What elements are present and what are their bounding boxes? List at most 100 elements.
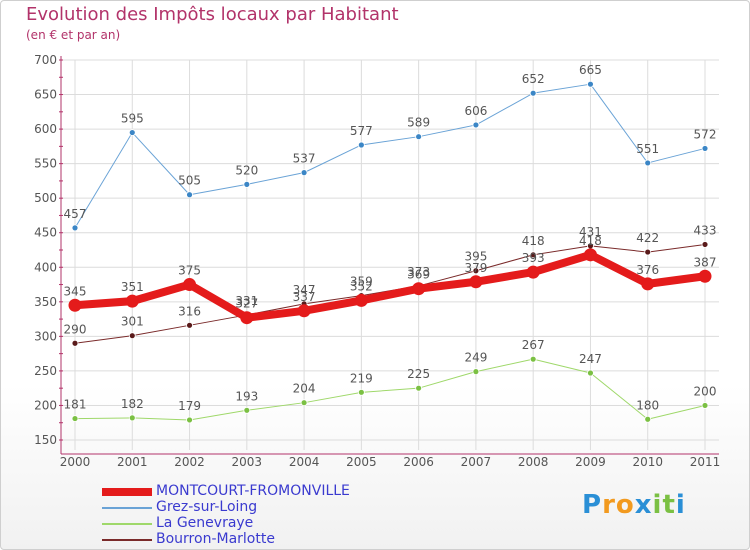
data-point — [529, 251, 537, 259]
data-point — [587, 80, 594, 88]
data-label: 225 — [407, 367, 430, 381]
data-label: 337 — [293, 290, 316, 304]
data-label: 505 — [178, 174, 201, 188]
data-point — [472, 368, 480, 376]
logo-letter: t — [662, 490, 676, 520]
data-point — [587, 369, 594, 377]
y-tick-label: 400 — [34, 260, 57, 274]
data-label: 577 — [350, 124, 373, 138]
data-point — [186, 416, 193, 424]
data-label: 219 — [350, 371, 373, 385]
data-label: 422 — [636, 231, 659, 245]
data-point — [415, 384, 423, 392]
x-tick-label: 2002 — [174, 455, 205, 469]
series-line — [71, 250, 709, 322]
legend-swatch — [102, 507, 152, 509]
x-tick-label: 2005 — [346, 455, 377, 469]
chart-title: Evolution des Impôts locaux par Habitant — [26, 4, 399, 25]
data-label: 379 — [464, 261, 487, 275]
data-label: 359 — [350, 275, 373, 289]
data-label: 351 — [121, 280, 144, 294]
data-label: 182 — [121, 397, 144, 411]
data-point — [243, 180, 251, 188]
data-label: 551 — [636, 142, 659, 156]
legend-swatch — [102, 523, 152, 525]
data-label: 652 — [522, 72, 545, 86]
legend: MONTCOURT-FROMONVILLE Grez-sur-Loing La … — [102, 483, 422, 548]
data-point — [529, 355, 537, 363]
data-point — [644, 248, 652, 256]
data-point — [644, 415, 652, 423]
data-point — [128, 414, 136, 422]
data-point — [71, 224, 79, 232]
data-point — [297, 304, 311, 318]
y-tick-label: 150 — [34, 433, 57, 447]
logo-letter: i — [675, 490, 686, 520]
logo-letter: P — [582, 490, 603, 520]
legend-item-bourron: Bourron-Marlotte — [102, 531, 422, 548]
y-tick-label: 550 — [34, 157, 57, 171]
x-tick-label: 2010 — [632, 455, 663, 469]
data-label: 395 — [464, 250, 487, 264]
data-point — [698, 269, 712, 283]
legend-item-genevraye: La Genevraye — [102, 515, 422, 532]
data-point — [701, 145, 709, 152]
series-line — [74, 358, 706, 421]
data-point — [526, 265, 540, 279]
data-point — [71, 415, 79, 422]
y-tick-label: 650 — [34, 88, 57, 102]
x-tick-label: 2006 — [403, 455, 434, 469]
data-point — [183, 278, 197, 292]
data-label: 589 — [407, 116, 430, 130]
data-point — [186, 321, 193, 329]
x-tick-label: 2008 — [518, 455, 549, 469]
y-tick-label: 600 — [34, 122, 57, 136]
data-label: 331 — [235, 294, 258, 308]
data-label: 376 — [636, 263, 659, 277]
data-point — [412, 282, 426, 296]
data-label: 418 — [579, 234, 602, 248]
x-tick-label: 2009 — [575, 455, 606, 469]
x-tick-label: 2003 — [232, 455, 263, 469]
y-tick-label: 350 — [34, 295, 57, 309]
data-label: 200 — [694, 384, 717, 398]
y-tick-label: 450 — [34, 226, 57, 240]
data-label: 418 — [522, 234, 545, 248]
data-label: 345 — [64, 284, 87, 298]
data-point — [529, 89, 537, 97]
legend-swatch — [102, 488, 152, 496]
data-label: 204 — [293, 382, 316, 396]
y-tick-label: 300 — [34, 329, 57, 343]
data-point — [701, 402, 709, 409]
data-label: 457 — [64, 207, 87, 221]
x-tick-label: 2004 — [289, 455, 320, 469]
data-label: 267 — [522, 338, 545, 352]
data-label: 181 — [64, 398, 87, 412]
data-label: 180 — [636, 398, 659, 412]
data-label: 352 — [350, 279, 373, 293]
data-point — [71, 339, 79, 347]
data-point — [125, 294, 139, 308]
y-tick-label: 500 — [34, 191, 57, 205]
data-point — [300, 169, 308, 177]
data-label: 431 — [579, 225, 602, 239]
data-point — [644, 159, 652, 167]
series-line — [74, 83, 706, 229]
data-label: 301 — [121, 315, 144, 329]
x-tick-label: 2007 — [461, 455, 492, 469]
data-label: 595 — [121, 112, 144, 126]
data-label: 520 — [235, 163, 258, 177]
legend-label: La Genevraye — [156, 515, 254, 531]
legend-item-montcourt: MONTCOURT-FROMONVILLE — [102, 483, 422, 500]
logo-letter: o — [615, 490, 635, 520]
data-point — [472, 267, 480, 275]
data-point — [128, 332, 136, 340]
legend-swatch — [102, 539, 152, 541]
y-tick-label: 700 — [34, 53, 57, 67]
data-label: 665 — [579, 63, 602, 77]
data-label: 247 — [579, 352, 602, 366]
data-label: 373 — [407, 265, 430, 279]
data-point — [243, 406, 251, 414]
data-point — [472, 121, 480, 129]
